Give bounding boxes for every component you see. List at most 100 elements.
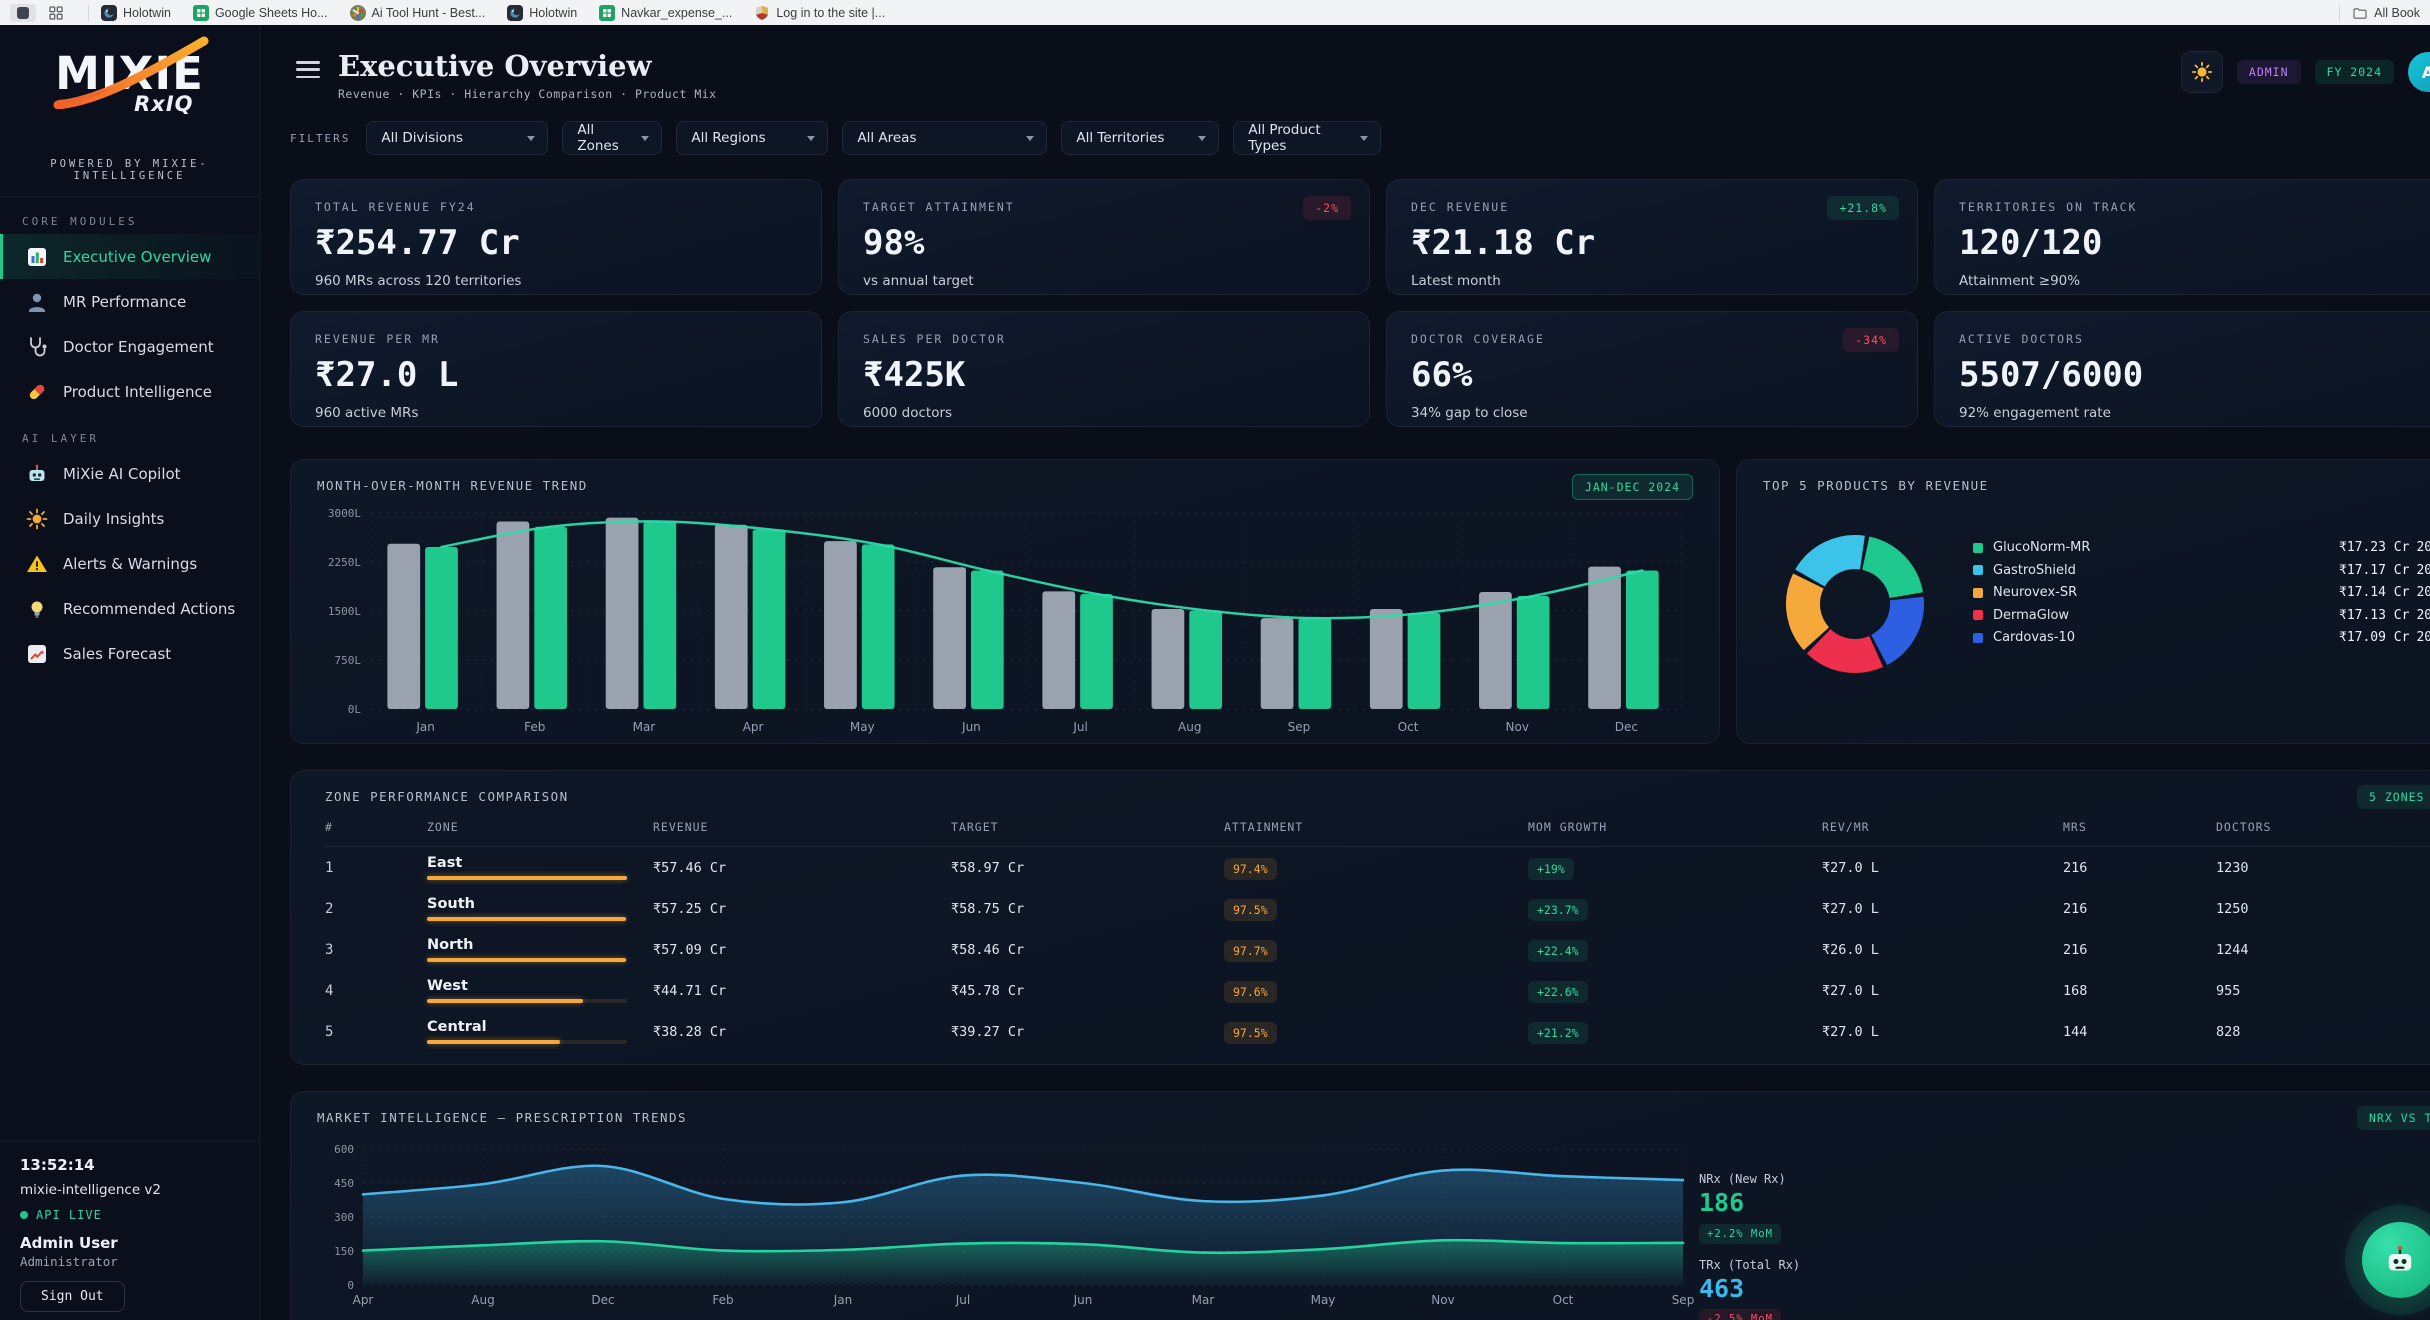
bookmark-item[interactable]: Holotwin <box>101 5 171 21</box>
trx-value: 463 <box>1699 1275 1879 1303</box>
sidebar-item-daily-insights[interactable]: Daily Insights <box>0 496 259 541</box>
svg-text:Oct: Oct <box>1398 720 1419 734</box>
sidebar-item-mixie-ai-copilot[interactable]: MiXie AI Copilot <box>0 451 259 496</box>
browser-extension-button[interactable] <box>10 4 36 22</box>
svg-text:May: May <box>850 720 875 734</box>
kpi-grid: TOTAL REVENUE FY24 ₹254.77 Cr 960 MRs ac… <box>290 179 2430 427</box>
kpi-value: ₹27.0 L <box>315 358 797 392</box>
table-row[interactable]: 5 Central ₹38.28 Cr ₹39.27 Cr 97.5% +21.… <box>325 1011 2430 1052</box>
bookmark-item[interactable]: Log in to the site |... <box>754 5 885 21</box>
svg-text:450: 450 <box>334 1177 354 1190</box>
sidebar-item-label: Recommended Actions <box>63 600 235 618</box>
holotwin-favicon <box>507 5 523 21</box>
table-row[interactable]: 4 West ₹44.71 Cr ₹45.78 Cr 97.6% +22.6% … <box>325 970 2430 1011</box>
kpi-delta-badge: +21.8% <box>1827 196 1899 220</box>
sheets-favicon <box>193 5 209 21</box>
stethoscope-icon <box>25 335 49 359</box>
svg-text:3000L: 3000L <box>328 507 361 520</box>
ai-copilot-fab[interactable] <box>2362 1222 2430 1298</box>
bookmark-item[interactable]: Google Sheets Ho... <box>193 5 328 21</box>
legend-item: DermaGlow ₹17.13 Cr20% <box>1973 604 2430 627</box>
svg-text:Jun: Jun <box>961 720 981 734</box>
admin-badge: ADMIN <box>2237 60 2301 84</box>
theme-toggle-button[interactable] <box>2181 51 2223 93</box>
svg-text:Sep: Sep <box>1288 720 1311 734</box>
all-bookmarks-button[interactable]: All Book <box>2327 5 2420 21</box>
nav-section-ai-layer: AI LAYER <box>22 432 259 445</box>
attainment-badge: 97.4% <box>1224 858 1277 880</box>
page-header: Executive Overview Revenue · KPIs · Hier… <box>290 51 2430 101</box>
revenue-trend-panel: MONTH-OVER-MONTH REVENUE TREND JAN-DEC 2… <box>290 459 1720 744</box>
product-types-dropdown[interactable]: All Product Types <box>1233 121 1381 155</box>
areas-dropdown[interactable]: All Areas <box>842 121 1047 155</box>
powered-by-label: POWERED BY MIXIE-INTELLIGENCE <box>0 146 259 197</box>
sun-icon <box>2191 61 2213 83</box>
table-row[interactable]: 1 East ₹57.46 Cr ₹58.97 Cr 97.4% +19% ₹2… <box>325 847 2430 888</box>
nav-section-core-modules: CORE MODULES <box>22 215 259 228</box>
regions-dropdown[interactable]: All Regions <box>676 121 828 155</box>
svg-text:Feb: Feb <box>712 1293 733 1307</box>
svg-text:1500L: 1500L <box>328 605 361 618</box>
divider <box>88 5 89 21</box>
hamburger-menu-icon[interactable] <box>296 61 320 78</box>
legend-item: Cardovas-10 ₹17.09 Cr20% <box>1973 626 2430 649</box>
territories-dropdown[interactable]: All Territories <box>1061 121 1219 155</box>
bulb-icon <box>25 597 49 621</box>
sign-out-button[interactable]: Sign Out <box>20 1281 125 1312</box>
filters-label: FILTERS <box>290 132 350 145</box>
bookmark-item[interactable]: Navkar_expense_... <box>599 5 732 21</box>
legend-item: Neurovex-SR ₹17.14 Cr20% <box>1973 581 2430 604</box>
kpi-value: 98% <box>863 226 1345 260</box>
status-dot <box>20 1211 28 1219</box>
bookmark-item[interactable]: Holotwin <box>507 5 577 21</box>
legend-color-swatch <box>1973 588 1983 598</box>
prescription-trends-title: MARKET INTELLIGENCE — PRESCRIPTION TREND… <box>317 1110 2430 1125</box>
kpi-value: 66% <box>1411 358 1893 392</box>
kpi-delta-badge: -34% <box>1843 328 1899 352</box>
growth-badge: +22.6% <box>1528 981 1588 1003</box>
table-header-row: #ZONE REVENUETARGET ATTAINMENTMOM GROWTH… <box>325 820 2430 847</box>
svg-text:0L: 0L <box>348 703 362 716</box>
filters-bar: FILTERS All Divisions All Zones All Regi… <box>290 121 2430 155</box>
revenue-trend-chart: 0L750L1500L2250L3000LJanFebMarAprMayJunJ… <box>317 501 1693 743</box>
kpi-card-territories-on-track: TERRITORIES ON TRACK 120/120 Attainment … <box>1934 179 2430 295</box>
sidebar-item-product-intelligence[interactable]: Product Intelligence <box>0 369 259 414</box>
apps-grid-icon[interactable] <box>48 5 64 21</box>
breadcrumb: Revenue · KPIs · Hierarchy Comparison · … <box>338 87 717 101</box>
table-row[interactable]: 3 North ₹57.09 Cr ₹58.46 Cr 97.7% +22.4%… <box>325 929 2430 970</box>
svg-text:0: 0 <box>347 1279 354 1292</box>
user-name: Admin User <box>20 1234 239 1252</box>
svg-text:2250L: 2250L <box>328 556 361 569</box>
sidebar-item-mr-performance[interactable]: MR Performance <box>0 279 259 324</box>
divisions-dropdown[interactable]: All Divisions <box>366 121 548 155</box>
chevron-down-icon <box>527 136 535 141</box>
sidebar-item-sales-forecast[interactable]: Sales Forecast <box>0 631 259 676</box>
kpi-card-total-revenue: TOTAL REVENUE FY24 ₹254.77 Cr 960 MRs ac… <box>290 179 822 295</box>
sidebar-item-doctor-engagement[interactable]: Doctor Engagement <box>0 324 259 369</box>
growth-badge: +22.4% <box>1528 940 1588 962</box>
kpi-value: 5507/6000 <box>1959 358 2430 392</box>
sidebar-item-alerts-warnings[interactable]: Alerts & Warnings <box>0 541 259 586</box>
attainment-badge: 97.5% <box>1224 1022 1277 1044</box>
all-bookmarks-label: All Book <box>2374 6 2420 20</box>
kpi-value: 120/120 <box>1959 226 2430 260</box>
app-logo: MIXIE RxIQ <box>40 51 220 116</box>
zone-progress-bar <box>427 958 627 962</box>
zone-progress-bar <box>427 1040 627 1044</box>
growth-badge: +21.2% <box>1528 1022 1588 1044</box>
table-row[interactable]: 2 South ₹57.25 Cr ₹58.75 Cr 97.5% +23.7%… <box>325 888 2430 929</box>
sidebar-item-recommended-actions[interactable]: Recommended Actions <box>0 586 259 631</box>
avatar[interactable]: A <box>2408 52 2430 92</box>
svg-text:Dec: Dec <box>1615 720 1638 734</box>
sidebar: MIXIE RxIQ POWERED BY MIXIE-INTELLIGENCE… <box>0 25 260 1320</box>
legend-color-swatch <box>1973 633 1983 643</box>
svg-text:Feb: Feb <box>524 720 545 734</box>
crest-favicon <box>754 5 770 21</box>
kpi-card-active-doctors: ACTIVE DOCTORS 5507/6000 92% engagement … <box>1934 311 2430 427</box>
zone-performance-title: ZONE PERFORMANCE COMPARISON <box>325 789 2430 804</box>
bookmark-label: Holotwin <box>529 6 577 20</box>
sidebar-item-executive-overview[interactable]: Executive Overview <box>0 234 259 279</box>
zones-dropdown[interactable]: All Zones <box>562 121 662 155</box>
sidebar-item-label: Doctor Engagement <box>63 338 214 356</box>
bookmark-item[interactable]: Ai Tool Hunt - Best... <box>350 5 486 21</box>
